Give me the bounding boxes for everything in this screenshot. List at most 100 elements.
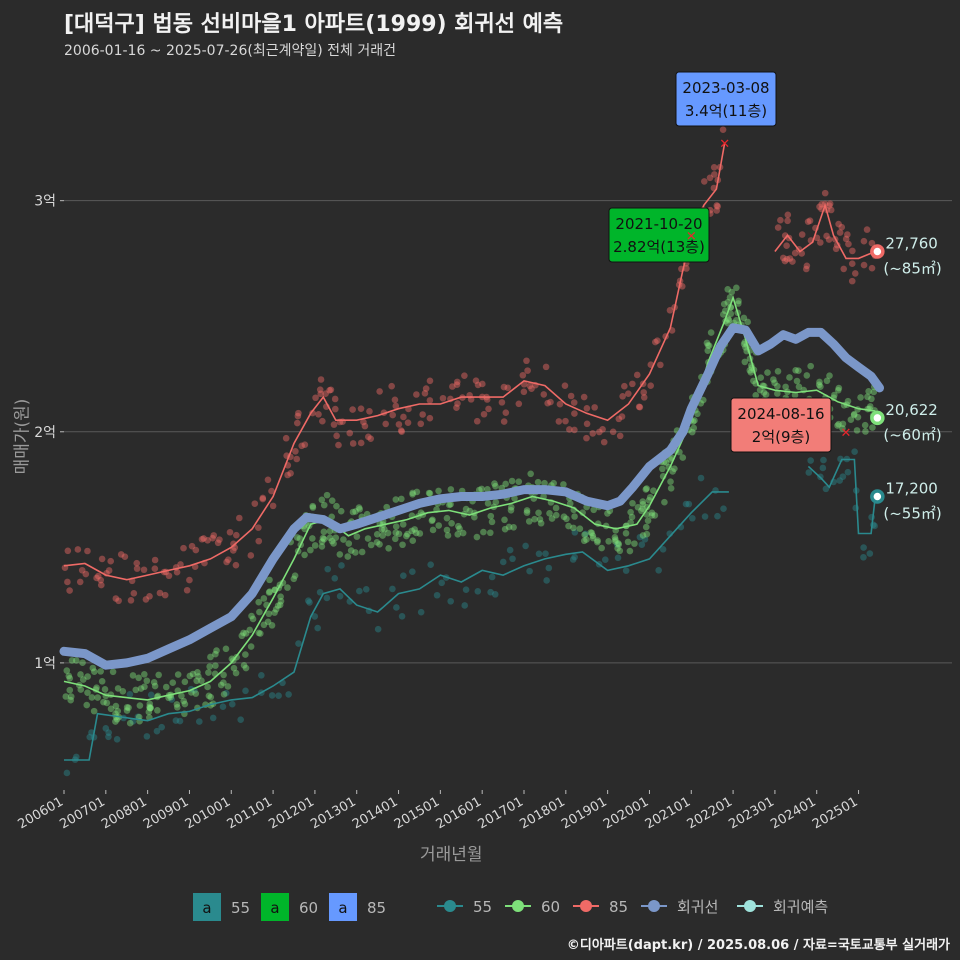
scatter-point xyxy=(616,547,624,555)
scatter-point xyxy=(174,671,182,678)
scatter-point xyxy=(691,417,698,424)
scatter-point xyxy=(220,691,228,698)
scatter-point xyxy=(821,189,829,197)
scatter-point xyxy=(639,505,646,512)
scatter-point xyxy=(242,687,249,695)
end-area-label: (~85㎡) xyxy=(883,260,941,278)
scatter-point xyxy=(349,440,357,447)
scatter-point xyxy=(146,704,154,712)
end-value-label: 20,622 xyxy=(885,401,938,419)
scatter-point xyxy=(851,270,859,277)
scatter-point xyxy=(240,662,248,669)
scatter-point xyxy=(82,570,90,578)
scatter-point xyxy=(398,612,406,620)
scatter-point xyxy=(628,513,636,521)
scatter-point xyxy=(318,496,326,504)
scatter-point xyxy=(326,534,334,542)
scatter-point xyxy=(90,707,98,715)
scatter-point xyxy=(219,703,227,710)
scatter-point xyxy=(634,503,642,511)
scatter-point xyxy=(562,417,569,425)
scatter-point xyxy=(515,400,523,408)
scatter-point xyxy=(177,561,184,568)
x-tick-label: 200701 xyxy=(57,794,107,832)
scatter-point xyxy=(819,464,827,472)
scatter-point xyxy=(515,478,523,485)
scatter-point xyxy=(204,683,211,691)
scatter-point xyxy=(552,504,560,512)
scatter-point xyxy=(500,383,508,391)
scatter-point xyxy=(429,516,436,524)
scatter-point xyxy=(255,524,262,531)
scatter-point xyxy=(246,626,254,634)
scatter-point xyxy=(641,535,649,543)
scatter-point xyxy=(162,683,170,691)
scatter-point xyxy=(724,298,732,306)
scatter-point xyxy=(581,531,588,539)
scatter-point xyxy=(688,428,696,436)
scatter-point xyxy=(491,480,498,487)
scatter-point xyxy=(323,491,331,499)
series-line-85 xyxy=(63,142,726,581)
scatter-point xyxy=(412,529,420,537)
scatter-point xyxy=(67,693,75,700)
scatter-point xyxy=(505,523,513,531)
scatter-point xyxy=(555,418,563,425)
x-tick-label: 201601 xyxy=(434,794,484,832)
scatter-point xyxy=(786,255,794,262)
scatter-point xyxy=(433,591,441,599)
scatter-point xyxy=(151,682,159,690)
scatter-point xyxy=(534,478,542,486)
scatter-point xyxy=(466,507,474,515)
scatter-point xyxy=(707,329,715,336)
scatter-point xyxy=(501,516,508,524)
endpoint-marker xyxy=(870,489,885,504)
scatter-point xyxy=(590,506,598,514)
scatter-point xyxy=(492,498,500,506)
scatter-point xyxy=(188,542,196,550)
scatter-point xyxy=(198,535,206,543)
scatter-point xyxy=(662,459,670,466)
scatter-point xyxy=(389,585,396,593)
scatter-point xyxy=(682,500,690,508)
scatter-point xyxy=(183,586,191,594)
scatter-point xyxy=(320,528,328,536)
scatter-point xyxy=(616,432,624,440)
scatter-point xyxy=(447,597,454,605)
scatter-point xyxy=(360,418,367,426)
scatter-point xyxy=(474,588,482,595)
scatter-point xyxy=(272,605,280,613)
scatter-point xyxy=(125,704,132,711)
y-tick-label: 1억 xyxy=(34,656,56,672)
scatter-point xyxy=(720,505,727,513)
x-axis-label: 거래년월 xyxy=(420,845,483,865)
scatter-point xyxy=(571,513,578,520)
scatter-point xyxy=(142,596,150,603)
scatter-point xyxy=(446,501,453,509)
scatter-point xyxy=(786,374,793,381)
scatter-point xyxy=(566,426,573,433)
scatter-point xyxy=(140,566,148,574)
scatter-point xyxy=(479,380,486,388)
x-tick-label: 202101 xyxy=(643,794,693,832)
scatter-point xyxy=(268,487,275,495)
scatter-point xyxy=(832,245,840,253)
scatter-point xyxy=(98,677,106,685)
scatter-point xyxy=(588,529,596,537)
scatter-point xyxy=(168,696,176,703)
scatter-point xyxy=(113,715,121,723)
scatter-point xyxy=(621,382,628,390)
scatter-point xyxy=(292,447,299,455)
scatter-point xyxy=(332,534,340,541)
scatter-point xyxy=(625,390,632,397)
scatter-point xyxy=(827,206,835,214)
scatter-point xyxy=(845,240,852,248)
scatter-point xyxy=(612,536,619,543)
scatter-point xyxy=(413,488,421,496)
scatter-point xyxy=(242,630,250,637)
scatter-point xyxy=(189,670,197,678)
scatter-point xyxy=(68,657,76,664)
scatter-point xyxy=(697,474,705,482)
scatter-point xyxy=(720,311,727,318)
scatter-point xyxy=(499,558,507,566)
